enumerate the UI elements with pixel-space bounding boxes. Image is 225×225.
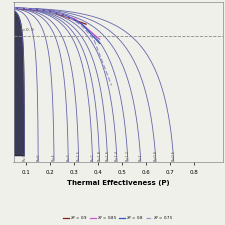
- Text: R=1.4: R=1.4: [115, 150, 119, 161]
- Text: R=1: R=1: [139, 153, 143, 161]
- Text: R=3: R=3: [66, 153, 70, 161]
- Text: R=6: R=6: [36, 153, 40, 161]
- Text: R=10: R=10: [22, 151, 26, 161]
- Text: R=0.6: R=0.6: [172, 150, 176, 161]
- Text: R=1.8: R=1.8: [98, 150, 101, 161]
- Text: R=0.8: R=0.8: [154, 150, 158, 161]
- Polygon shape: [2, 2, 24, 155]
- Text: R=1.6: R=1.6: [106, 150, 110, 161]
- Text: R=4: R=4: [52, 153, 56, 161]
- Text: R=2.5: R=2.5: [77, 150, 81, 161]
- Text: R=2: R=2: [91, 153, 94, 161]
- Text: $F_T=0.9$: $F_T=0.9$: [16, 27, 34, 34]
- Legend: $X_P$ = 0.9, $X_P$ = 0.85, $X_P$ = 0.8, $X_P$ = 0.75: $X_P$ = 0.9, $X_P$ = 0.85, $X_P$ = 0.8, …: [62, 213, 174, 224]
- Text: R=1.2: R=1.2: [126, 150, 130, 161]
- X-axis label: Thermal Effectiveness (P): Thermal Effectiveness (P): [67, 180, 169, 186]
